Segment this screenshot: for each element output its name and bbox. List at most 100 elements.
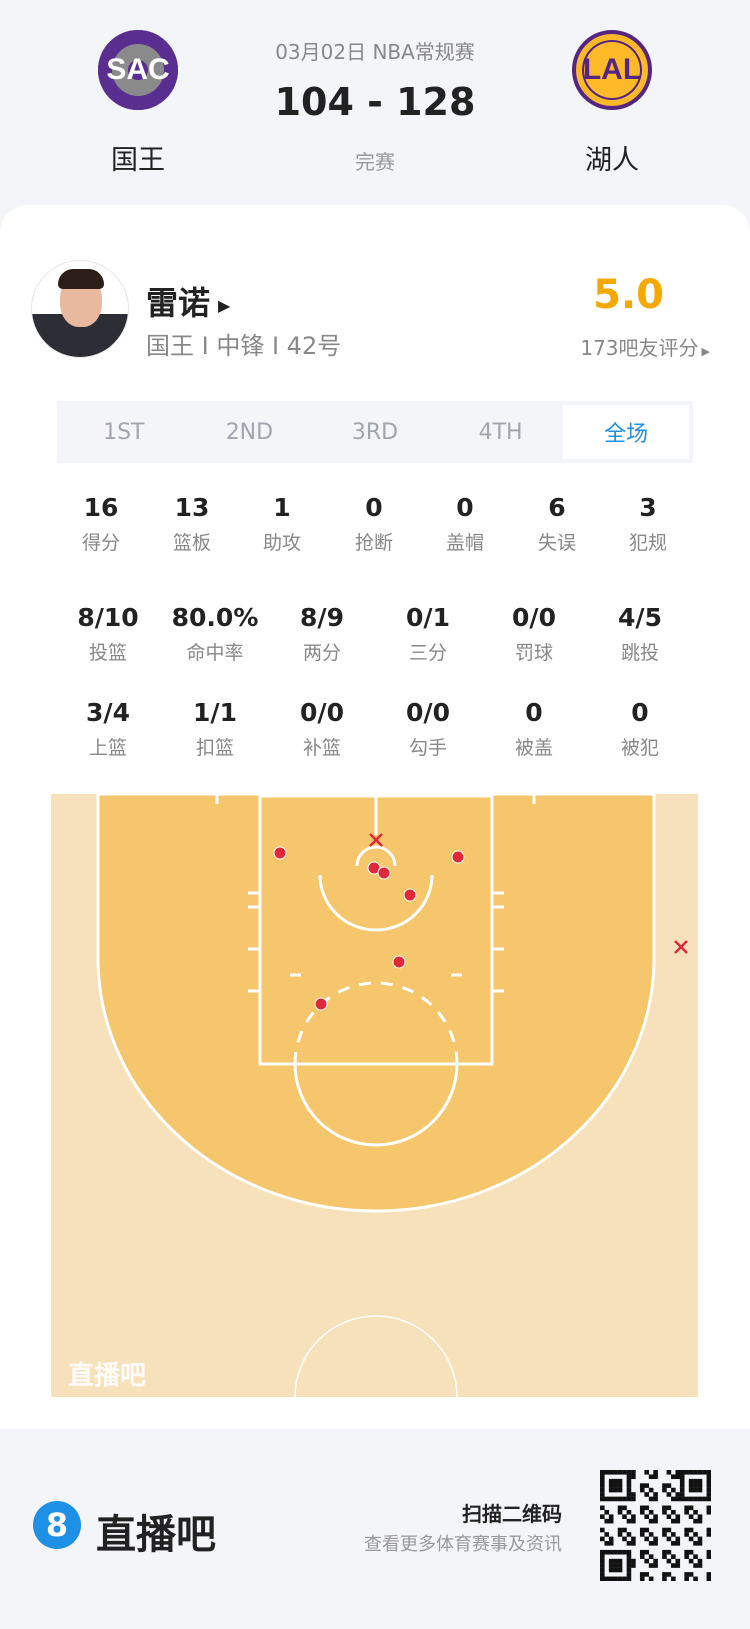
scan-subtitle: 查看更多体育赛事及资讯 <box>364 1534 562 1555</box>
stat-label: 助攻 <box>262 532 302 554</box>
brand-logo-icon: 8 <box>33 1501 81 1549</box>
stat-value: 16 <box>83 493 119 522</box>
stat-stats_row3: 0/0 勾手 <box>406 698 450 760</box>
brand-name: 直播吧 <box>96 1512 216 1558</box>
logo-text: SAC <box>106 53 170 86</box>
stat-stats_row3: 0 被盖 <box>515 698 553 760</box>
stat-label: 勾手 <box>408 737 448 759</box>
tab-1st[interactable]: 1ST <box>103 419 145 445</box>
stat-stats_row1: 0 盖帽 <box>446 493 484 555</box>
caret-right-icon: ▶ <box>701 345 710 358</box>
stat-label: 补篮 <box>302 737 342 759</box>
stat-stats_row2: 0/0 罚球 <box>512 603 556 665</box>
stat-value: 8/9 <box>300 603 344 632</box>
stat-label: 命中率 <box>186 642 244 664</box>
stat-value: 0 <box>631 698 649 727</box>
shot-missed <box>369 833 383 847</box>
stat-value: 0/0 <box>300 698 344 727</box>
rating-label: 173吧友评分 <box>580 336 699 360</box>
three-point-area <box>96 792 656 1213</box>
shot-made <box>273 846 287 860</box>
shot-made <box>392 955 406 969</box>
stat-label: 扣篮 <box>195 737 235 759</box>
stat-label: 抢断 <box>354 532 394 554</box>
player-name: 雷诺 <box>146 284 211 322</box>
stat-stats_row1: 0 抢断 <box>355 493 393 555</box>
player-avatar <box>31 260 129 358</box>
tab-2nd[interactable]: 2ND <box>225 419 274 445</box>
court-watermark: 直播吧 <box>68 1361 146 1391</box>
stat-label: 三分 <box>408 642 448 664</box>
stat-stats_row3: 1/1 扣篮 <box>193 698 237 760</box>
shot-made <box>403 888 417 902</box>
period-tabs: 1ST 2ND 3RD 4TH 全场 <box>57 401 693 463</box>
lal-team-logo[interactable]: LAL <box>572 30 652 110</box>
caret-right-icon: ▶ <box>218 295 231 315</box>
stat-stats_row1: 3 犯规 <box>629 493 667 555</box>
stat-stats_row3: 0/0 补篮 <box>300 698 344 760</box>
stat-label: 篮板 <box>172 532 212 554</box>
stat-value: 3 <box>639 493 657 522</box>
stat-stats_row2: 8/9 两分 <box>300 603 344 665</box>
stat-value: 13 <box>174 493 210 522</box>
stat-value: 0/0 <box>406 698 450 727</box>
shot-chart: 直播吧 <box>51 792 698 1398</box>
stat-value: 1 <box>273 493 291 522</box>
stat-label: 得分 <box>81 532 121 554</box>
stat-value: 6 <box>548 493 566 522</box>
stat-stats_row1: 13 篮板 <box>173 493 211 555</box>
stat-stats_row2: 8/10 投篮 <box>77 603 138 665</box>
center-circle <box>294 1315 458 1398</box>
stat-stats_row2: 0/1 三分 <box>406 603 450 665</box>
shot-made <box>377 866 391 880</box>
rim-arc <box>355 845 397 867</box>
tab-full-game[interactable]: 全场 <box>563 405 689 459</box>
away-team-name: 湖人 <box>585 145 639 176</box>
stat-label: 跳投 <box>620 642 660 664</box>
stat-stats_row3: 0 被犯 <box>621 698 659 760</box>
tab-3rd[interactable]: 3RD <box>351 419 399 445</box>
stat-value: 0 <box>456 493 474 522</box>
stat-value: 0/1 <box>406 603 450 632</box>
free-throw-circle-bottom <box>293 1063 459 1147</box>
stat-label: 被盖 <box>514 737 554 759</box>
player-name-link[interactable]: 雷诺 ▶ <box>146 278 230 324</box>
stat-value: 0 <box>365 493 383 522</box>
stat-value: 1/1 <box>193 698 237 727</box>
shot-made <box>451 850 465 864</box>
game-date-type: 03月02日 NBA常规赛 <box>275 40 475 64</box>
stat-stats_row1: 6 失误 <box>538 493 576 555</box>
shot-missed <box>674 940 688 954</box>
stat-stats_row1: 1 助攻 <box>263 493 301 555</box>
game-score: 104 - 128 <box>274 80 476 124</box>
stat-value: 8/10 <box>77 603 139 632</box>
stat-stats_row1: 16 得分 <box>82 493 120 555</box>
stat-value: 3/4 <box>86 698 130 727</box>
player-info: 国王 I 中锋 I 42号 <box>146 332 342 360</box>
sac-team-logo[interactable]: SAC <box>98 30 178 110</box>
stat-label: 失误 <box>537 532 577 554</box>
shot-made <box>314 997 328 1011</box>
shots-layer <box>273 833 688 1011</box>
stat-label: 上篮 <box>88 737 128 759</box>
stat-stats_row3: 3/4 上篮 <box>86 698 130 760</box>
stat-label: 罚球 <box>514 642 554 664</box>
stat-value: 4/5 <box>618 603 662 632</box>
stat-stats_row2: 80.0% 命中率 <box>172 603 259 665</box>
stat-stats_row2: 4/5 跳投 <box>618 603 662 665</box>
home-team-name: 国王 <box>111 145 165 176</box>
game-status: 完赛 <box>355 150 395 174</box>
stat-value: 80.0% <box>171 603 259 632</box>
stat-label: 盖帽 <box>445 532 485 554</box>
stat-value: 0/0 <box>512 603 556 632</box>
restricted-area <box>318 874 434 932</box>
player-rating: 5.0 <box>593 272 664 318</box>
qr-code[interactable] <box>600 1470 711 1581</box>
rating-link[interactable]: 173吧友评分 ▶ <box>580 332 710 361</box>
stat-value: 0 <box>525 698 543 727</box>
tab-4th[interactable]: 4TH <box>478 419 523 445</box>
stat-label: 投篮 <box>88 642 128 664</box>
stat-label: 犯规 <box>628 532 668 554</box>
logo-text: LAL <box>582 53 642 86</box>
lane-hash-marks <box>248 891 504 993</box>
